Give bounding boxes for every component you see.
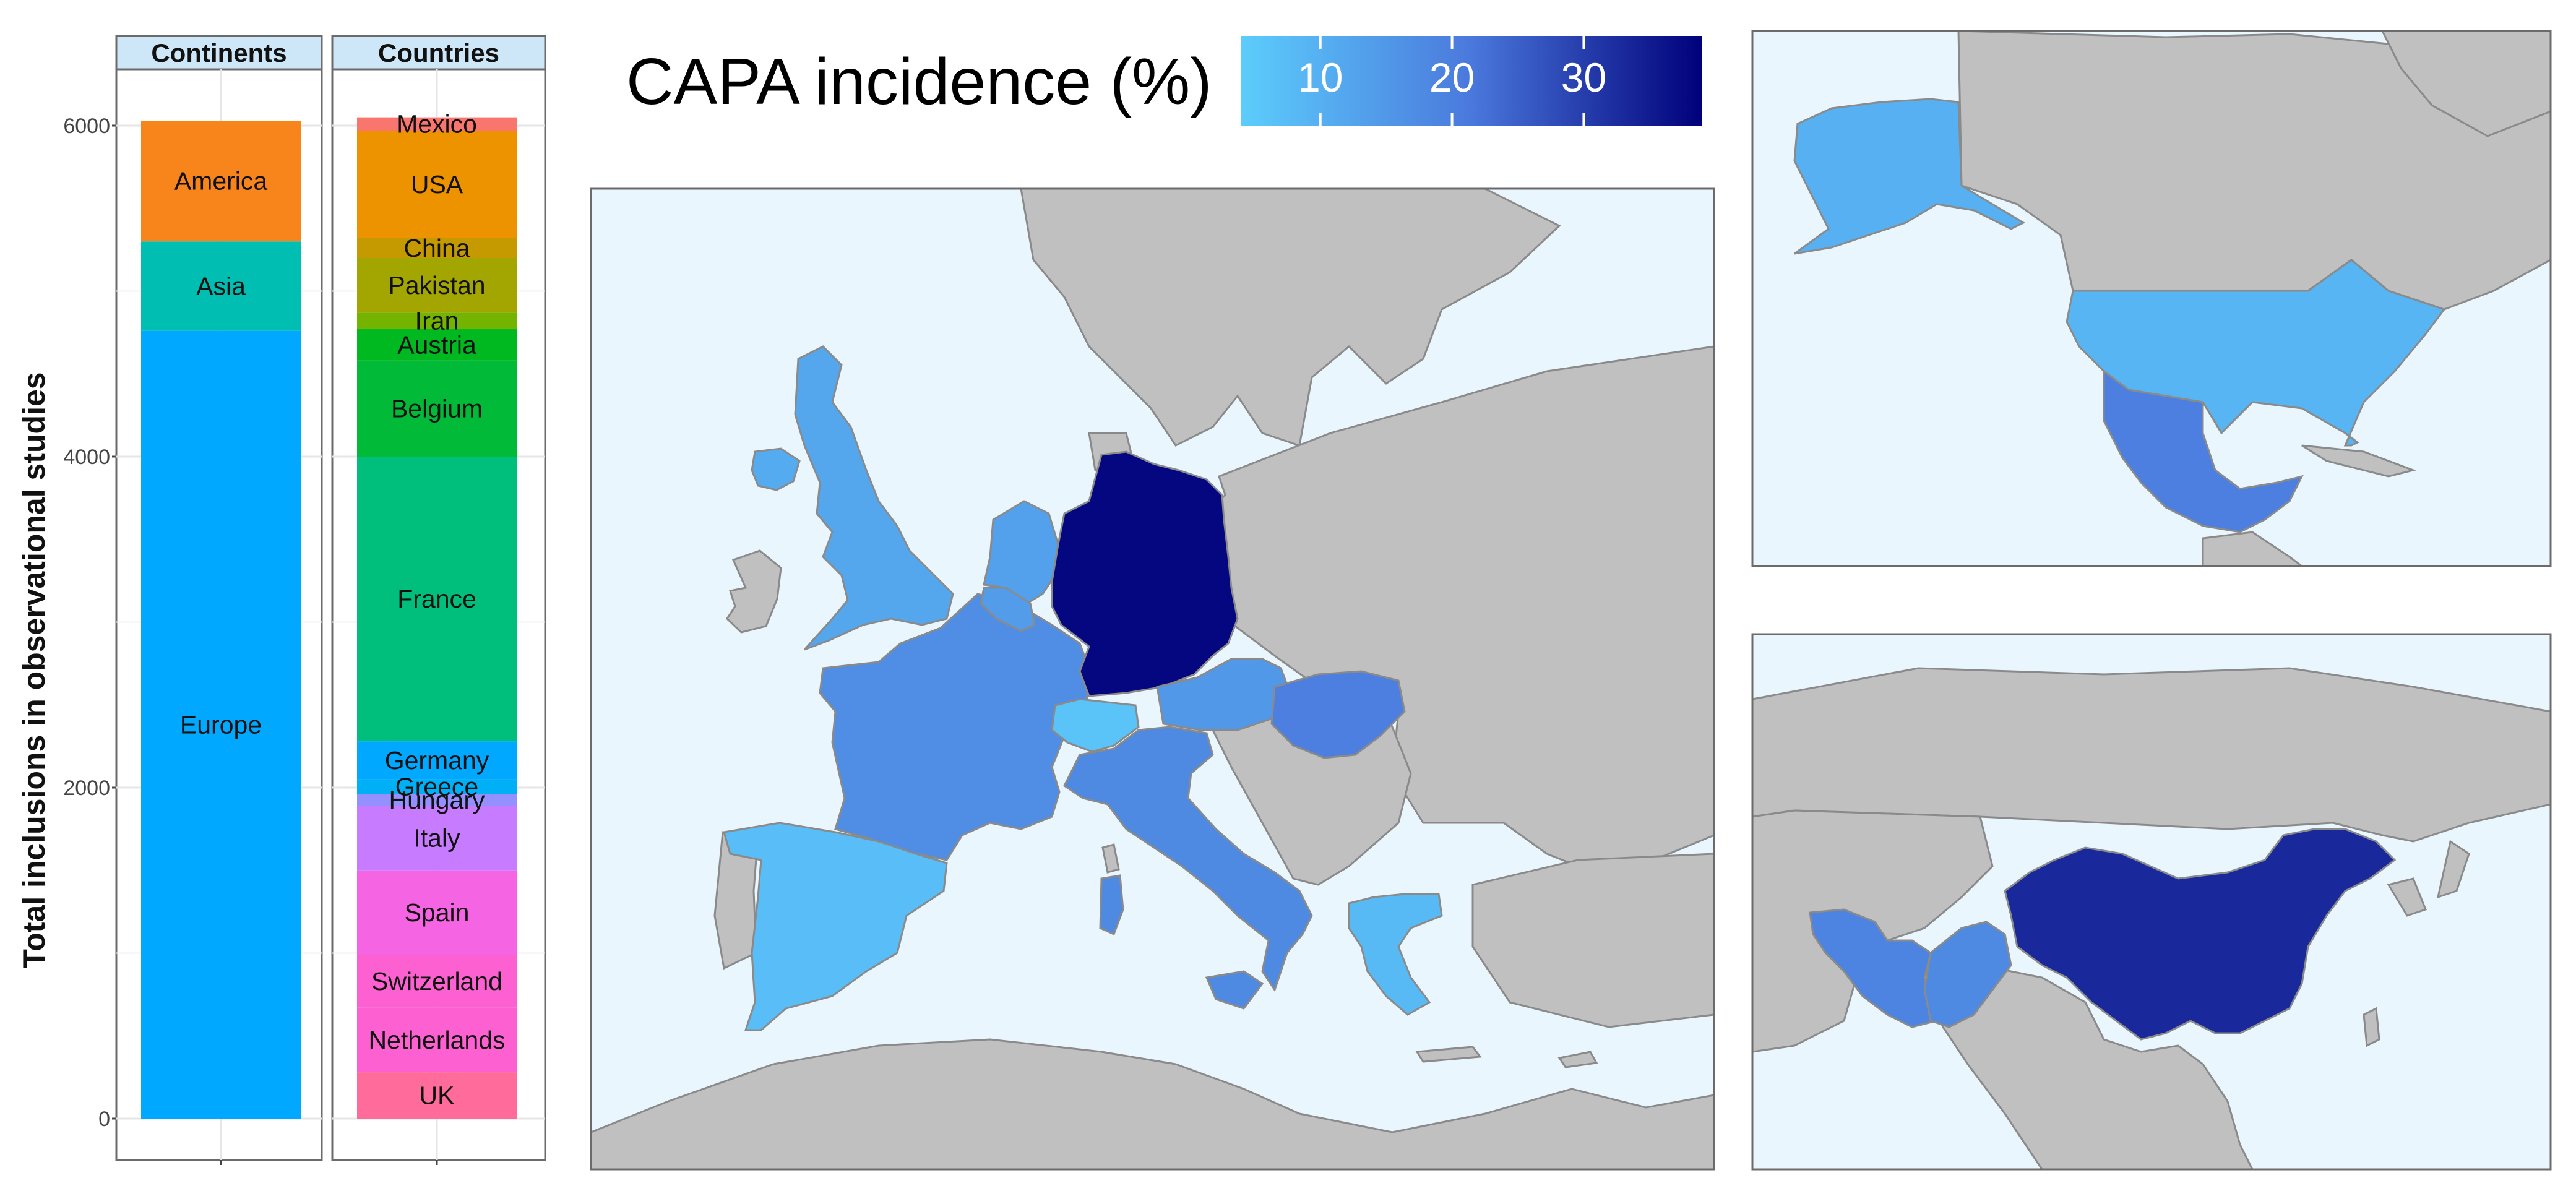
bar-label-usa: USA [411, 170, 463, 199]
bar-label-america: America [174, 167, 268, 196]
region-pakistan [1923, 921, 2012, 1028]
bar-label-iran: Iran [415, 307, 459, 335]
facet-strip [115, 35, 323, 71]
facet-strip-label: Continents [151, 38, 286, 67]
land-greenland [2381, 31, 2551, 137]
region-spain [723, 822, 948, 1031]
color-legend: CAPA incidence (%) 10 20 30 [626, 36, 1702, 126]
y-tick-label: 0 [98, 1107, 110, 1131]
bar-label-france: France [397, 585, 476, 613]
bar-label-pakistan: Pakistan [388, 271, 485, 299]
region-alaska [1793, 98, 2026, 255]
legend-tick-label: 10 [1298, 54, 1343, 100]
bar-segment-china [357, 238, 517, 258]
bar-label-austria: Austria [397, 330, 476, 359]
bar-segment-france [357, 457, 517, 742]
region-sardinia [1099, 874, 1124, 936]
facet-countries: Countries UK Netherlands Switzerland Spain It… [331, 35, 546, 1165]
facet-continents: Continents Europe Asia America [115, 35, 323, 1165]
bar-label-germany: Germany [385, 746, 489, 775]
bar-segment-germany [357, 741, 517, 780]
y-axis-label: Total inclusions in observational studie… [17, 372, 51, 968]
land-north-africa [591, 1038, 1714, 1169]
stacked-bar-chart: Total inclusions in observational studie… [17, 35, 546, 1165]
bar-segment-belgium [357, 360, 517, 457]
bar-segment-europe [141, 330, 301, 1119]
region-hungary [1270, 670, 1406, 759]
bar-label-asia: Asia [196, 272, 246, 300]
bar-segment-greece [357, 779, 517, 794]
land-sardinia-corsica [1101, 843, 1120, 874]
bar-segment-asia [141, 241, 301, 331]
land-india-se-asia [1923, 964, 2254, 1169]
region-switzerland [1051, 698, 1140, 753]
y-tick-label: 6000 [63, 114, 110, 138]
land-central-america [2202, 531, 2304, 566]
bar-segment-hungary [357, 794, 517, 806]
legend-tick-label: 20 [1429, 54, 1475, 100]
region-greece [1348, 893, 1443, 1016]
region-ireland [751, 447, 801, 491]
bar-segment-america [141, 120, 301, 242]
region-belgium [980, 587, 1036, 632]
region-china [2004, 828, 2397, 1041]
bar-label-belgium: Belgium [391, 394, 483, 423]
bar-segment-usa [357, 131, 517, 238]
land-cuba [2301, 444, 2417, 478]
legend-colorbar [1241, 36, 1702, 126]
bar-segment-netherlands [357, 1007, 517, 1073]
legend-tick-label: 30 [1561, 54, 1606, 100]
region-germany [1051, 450, 1239, 697]
map-europe [590, 187, 1715, 1171]
bar-segment-mexico [357, 117, 517, 131]
land-japan-korea [2387, 840, 2470, 917]
bar-label-mexico: Mexico [397, 110, 477, 138]
legend-title: CAPA incidence (%) [626, 45, 1212, 118]
land-crete [1415, 1046, 1482, 1063]
land-scandinavia [1020, 189, 1561, 447]
legend-ticks: 10 20 30 [1298, 36, 1606, 126]
bar-segment-austria [357, 329, 517, 361]
bar-segment-uk [357, 1072, 517, 1119]
bar-label-netherlands: Netherlands [368, 1026, 505, 1054]
bar-label-china: China [403, 234, 470, 262]
bar-label-hungary: Hungary [389, 786, 485, 814]
na-frame [1751, 30, 2552, 567]
facet-strip-label: Countries [378, 38, 499, 67]
bar-label-switzerland: Switzerland [371, 967, 502, 995]
y-tick-label: 2000 [63, 776, 110, 800]
bar-label-uk: UK [420, 1081, 455, 1110]
land-ireland [726, 549, 782, 634]
region-sicily [1205, 970, 1264, 1010]
map-asia [1751, 633, 2552, 1171]
region-mexico [2103, 369, 2304, 533]
bar-segment-italy [357, 806, 517, 871]
y-tick-label: 4000 [63, 445, 110, 469]
bar-segment-spain [357, 870, 517, 955]
region-italy [1063, 726, 1313, 992]
land-taiwan-philippines [2363, 1007, 2380, 1047]
map-north-america [1751, 30, 2552, 567]
bar-label-europe: Europe [180, 710, 262, 739]
bar-label-italy: Italy [413, 824, 460, 853]
bar-segment-iran [357, 312, 517, 330]
europe-frame [590, 187, 1715, 1171]
bar-label-spain: Spain [405, 898, 470, 927]
land-turkey [1471, 853, 1714, 1028]
bar-label-greece: Greece [395, 773, 478, 801]
region-uk [794, 345, 954, 651]
bar-segment-switzerland [357, 955, 517, 1008]
asia-frame [1751, 633, 2552, 1171]
y-axis-ticks: 0 2000 4000 6000 [63, 114, 116, 1131]
bar-segment-pakistan [357, 258, 517, 313]
land-cyprus [1557, 1051, 1598, 1068]
region-belgium-netherlands [983, 500, 1059, 604]
